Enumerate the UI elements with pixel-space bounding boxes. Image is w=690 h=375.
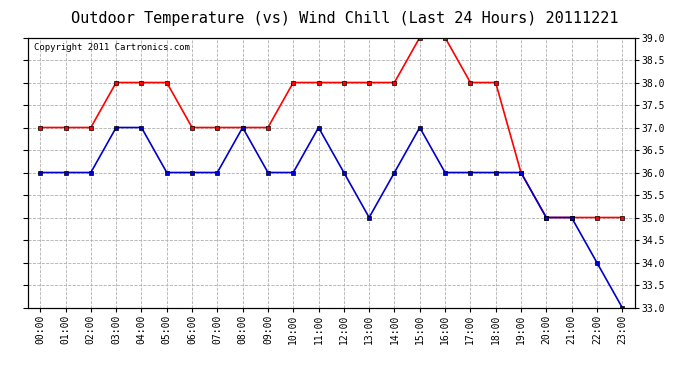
Text: Outdoor Temperature (vs) Wind Chill (Last 24 Hours) 20111221: Outdoor Temperature (vs) Wind Chill (Las… bbox=[71, 11, 619, 26]
Text: Copyright 2011 Cartronics.com: Copyright 2011 Cartronics.com bbox=[34, 43, 190, 52]
